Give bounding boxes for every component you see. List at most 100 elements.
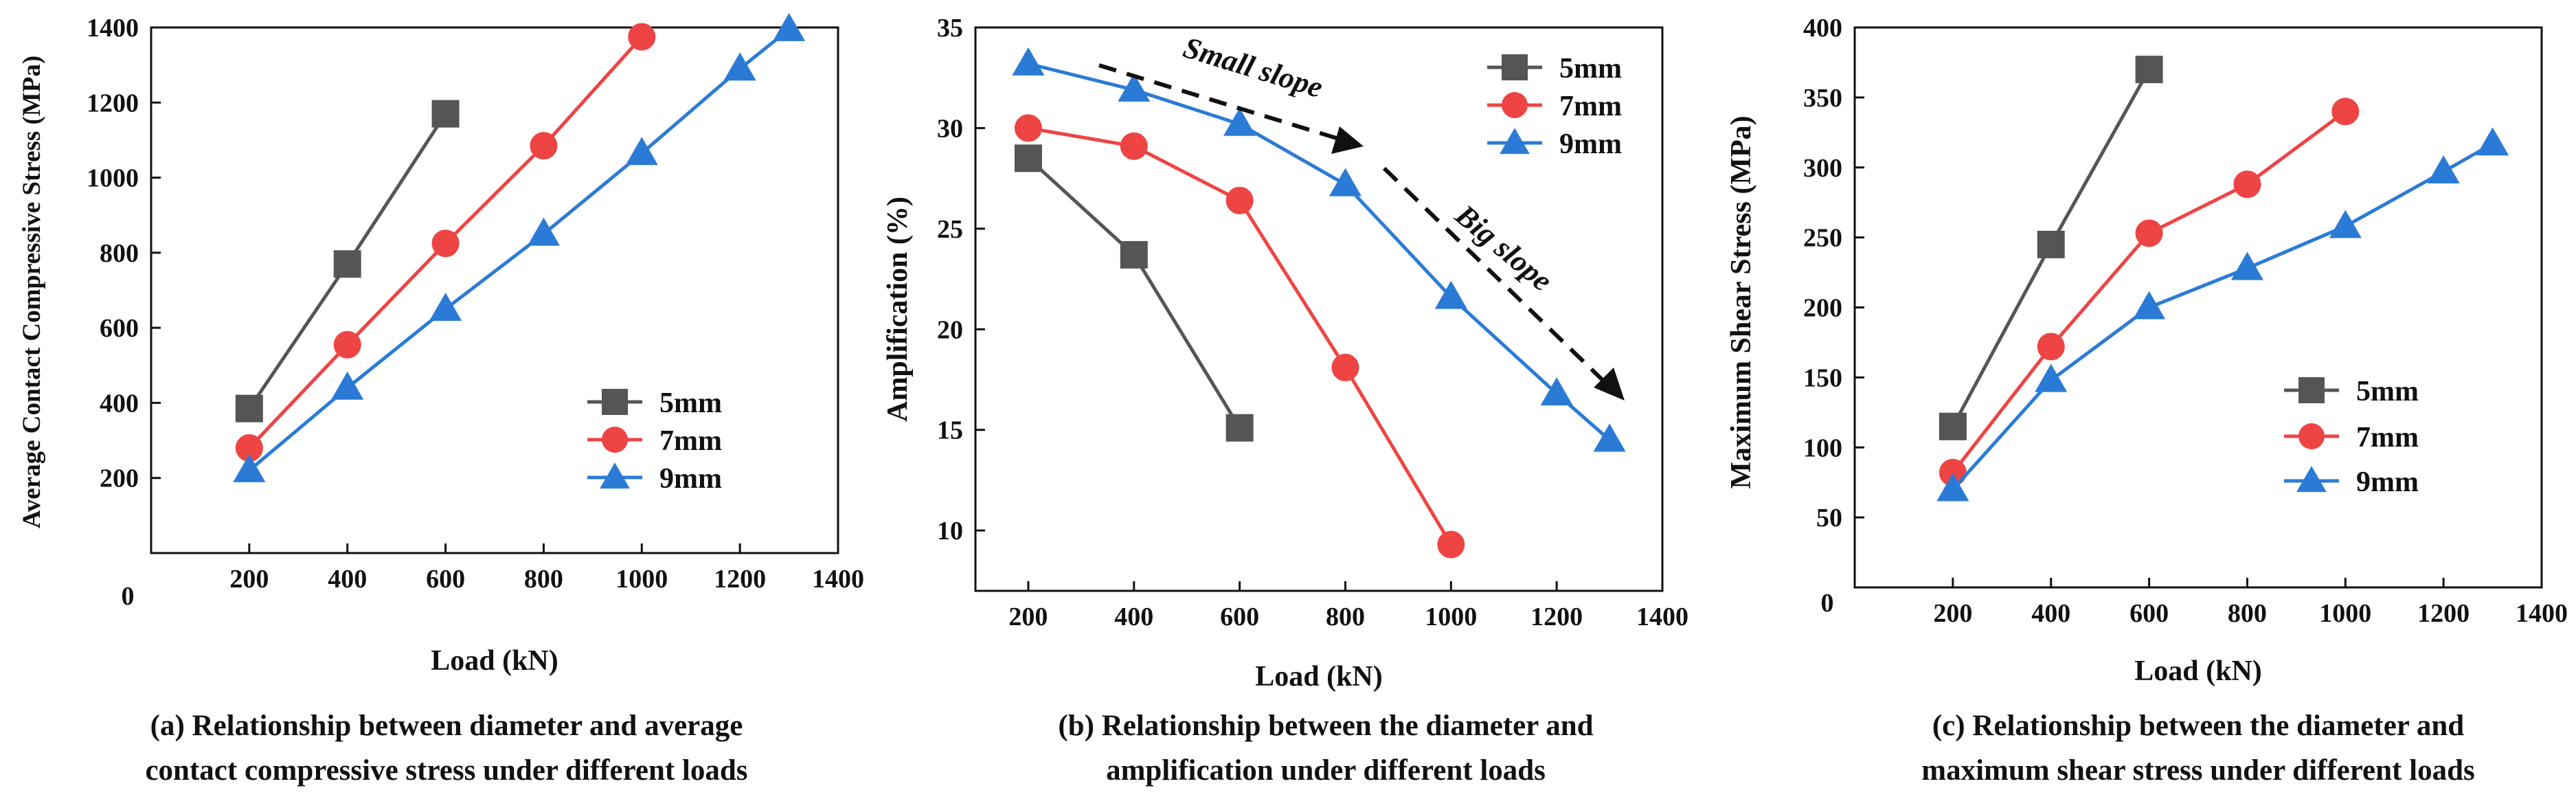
data-point-7mm	[530, 132, 558, 160]
legend-entry-7mm: 7mm	[587, 425, 722, 457]
data-point-7mm	[1225, 186, 1254, 214]
x-tick-label: 200	[1008, 603, 1048, 631]
big-slope-arrow	[1382, 166, 1609, 387]
y-tick-label: 150	[1803, 363, 1842, 392]
y-tick-label: 300	[1803, 154, 1842, 183]
legend-marker-9mm	[2296, 466, 2327, 493]
y-tick-label: 400	[1803, 14, 1842, 43]
legend-label-9mm: 9mm	[659, 463, 722, 495]
data-point-7mm	[2135, 219, 2163, 247]
plot-frame	[1853, 26, 2543, 589]
big-slope-arrowhead	[1594, 368, 1625, 401]
legend-entry-5mm: 5mm	[587, 387, 722, 419]
data-point-5mm	[431, 100, 460, 128]
caption-line-1: (b) Relationship between the diameter an…	[1058, 710, 1593, 742]
annotation-big-slope: Big slope	[1449, 198, 1559, 298]
legend-entry-9mm: 9mm	[1487, 128, 1622, 160]
x-tick-label: 1400	[812, 565, 864, 594]
legend-marker-5mm	[602, 389, 628, 415]
legend-marker-5mm	[1502, 54, 1528, 80]
x-tick-label: 600	[2129, 599, 2169, 628]
data-point-7mm	[431, 229, 460, 258]
data-point-9mm	[772, 12, 806, 41]
data-point-7mm	[2233, 170, 2261, 199]
data-point-9mm	[2035, 363, 2068, 392]
legend-label-9mm: 9mm	[1559, 128, 1622, 160]
legend-marker-7mm	[602, 427, 628, 453]
data-point-7mm	[2037, 333, 2065, 361]
legend-label-7mm: 7mm	[2356, 422, 2419, 453]
y-tick-label: 200	[1803, 294, 1842, 323]
y-tick-label: 50	[1816, 504, 1842, 532]
legend-marker-9mm	[600, 462, 630, 489]
caption-line-1: (a) Relationship between diameter and av…	[150, 710, 743, 742]
legend-entry-5mm: 5mm	[1487, 53, 1622, 85]
data-point-5mm	[333, 250, 361, 278]
legend-entry-5mm: 5mm	[2284, 376, 2419, 407]
y-tick-label: 350	[1803, 84, 1842, 113]
legend-label-5mm: 5mm	[2356, 376, 2419, 407]
y-tick-label: 400	[100, 389, 139, 418]
data-point-5mm	[1120, 240, 1148, 269]
data-point-7mm	[1014, 114, 1042, 142]
tick-layer: 200 400 600 800 1000 1200 1400 200 400 600 800 1000…	[87, 14, 864, 594]
caption-line-1: (c) Relationship between the diameter an…	[1932, 710, 2464, 742]
legend-marker-9mm	[1500, 128, 1530, 155]
legend-entry-9mm: 9mm	[587, 462, 722, 495]
legend-entry-7mm: 7mm	[1487, 91, 1622, 122]
y-tick-label: 15	[937, 416, 963, 445]
x-tick-label: 1000	[615, 565, 668, 594]
data-point-9mm	[233, 453, 266, 482]
data-point-5mm	[1939, 412, 1967, 440]
legend-label-5mm: 5mm	[659, 387, 722, 419]
x-axis-label: Load (kN)	[1255, 661, 1383, 693]
plot-frame	[150, 26, 839, 554]
panel-b: 200 400 600 800 1000 1200 1400 10 15 20 25 30 35 Loa…	[882, 14, 1688, 787]
y-axis-label: Average Contact Compressive Stress (MPa)	[18, 56, 46, 528]
legend-entry-9mm: 9mm	[2284, 466, 2419, 498]
data-point-9mm	[625, 137, 658, 166]
caption-line-2: contact compressive stress under differe…	[145, 754, 747, 787]
data-point-7mm	[1437, 530, 1465, 559]
x-tick-label: 1200	[714, 565, 766, 594]
data-point-9mm	[1936, 473, 1969, 502]
data-point-5mm	[1225, 414, 1254, 442]
y-tick-label: 35	[937, 14, 963, 43]
panel-c: 200 400 600 800 1000 1200 1400 50 100 150 200 250 30…	[1726, 14, 2568, 787]
series-line-5mm	[1027, 157, 1241, 429]
data-point-5mm	[2037, 230, 2065, 258]
legend-marker-7mm	[2298, 423, 2325, 449]
data-point-9mm	[1329, 168, 1362, 196]
x-tick-label: 400	[2031, 599, 2070, 628]
x-tick-label: 800	[524, 565, 563, 594]
y-tick-label: 100	[1803, 434, 1842, 462]
data-point-9mm	[2329, 210, 2362, 238]
annotation-arrows	[1098, 63, 1625, 401]
series-layer	[1936, 56, 2509, 502]
data-point-9mm	[2427, 155, 2460, 184]
legend-label-7mm: 7mm	[1559, 91, 1622, 122]
y-tick-label: 200	[100, 464, 139, 493]
x-tick-label: 800	[1326, 603, 1365, 631]
data-point-7mm	[2331, 98, 2360, 126]
data-point-9mm	[2132, 291, 2166, 319]
legend-label-7mm: 7mm	[659, 425, 722, 457]
series-layer	[1012, 47, 1626, 559]
tick-layer: 200 400 600 800 1000 1200 1400 50 100 150 200 250 30…	[1803, 14, 2568, 628]
x-tick-label: 1200	[2417, 599, 2470, 628]
y-tick-label: 25	[937, 215, 963, 244]
y-tick-label: 10	[937, 517, 963, 545]
data-point-7mm	[1331, 354, 1359, 381]
data-point-9mm	[2230, 251, 2264, 280]
x-tick-label: 800	[2228, 599, 2267, 628]
x-tick-label: 200	[229, 565, 269, 594]
x-axis-label: Load (kN)	[2134, 655, 2262, 687]
data-point-5mm	[235, 394, 263, 423]
data-point-9mm	[723, 52, 756, 81]
x-tick-label: 1400	[1636, 603, 1688, 631]
legend: 5mm 7mm 9mm	[2284, 376, 2419, 498]
data-point-9mm	[527, 217, 561, 246]
y-axis-label: Amplification (%)	[882, 196, 914, 422]
plot-frame	[974, 26, 1664, 592]
